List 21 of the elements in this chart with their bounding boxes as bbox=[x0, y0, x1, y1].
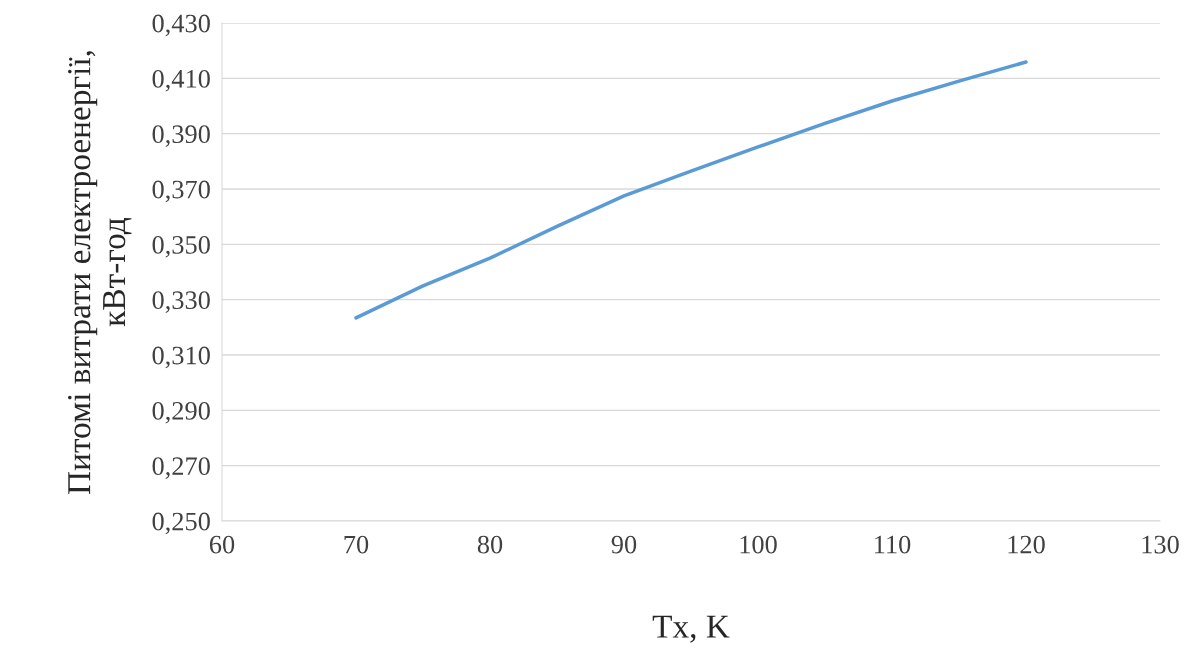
x-tick-label: 70 bbox=[344, 535, 369, 554]
line-series bbox=[354, 60, 1028, 320]
y-tick-label: 0,370 bbox=[152, 180, 210, 203]
y-tick-label: 0,330 bbox=[152, 291, 210, 313]
x-tick-label: 80 bbox=[477, 535, 503, 554]
y-tick-label: 0,270 bbox=[152, 457, 210, 479]
y-tick-label: 0,410 bbox=[152, 69, 210, 92]
y-tick-label: 0,430 bbox=[152, 14, 210, 37]
y-axis-title: Питомі витрати електроенергії, кВт-год bbox=[68, 51, 132, 495]
x-tick-label: 110 bbox=[875, 535, 911, 554]
y-tick-label: 0,290 bbox=[152, 401, 210, 424]
y-tick-label: 0,310 bbox=[152, 346, 210, 369]
y-tick-label: 0,250 bbox=[152, 512, 210, 535]
x-tick-label: 60 bbox=[209, 535, 235, 554]
y-tick-label: 0,350 bbox=[152, 235, 210, 258]
x-tick-label: 130 bbox=[1142, 535, 1179, 554]
x-tick-label: 90 bbox=[611, 535, 637, 554]
x-axis-title: Tx, K bbox=[652, 615, 730, 643]
x-tick-label: 100 bbox=[740, 535, 777, 554]
x-tick-label: 120 bbox=[1008, 535, 1045, 554]
y-tick-label: 0,390 bbox=[152, 125, 210, 147]
